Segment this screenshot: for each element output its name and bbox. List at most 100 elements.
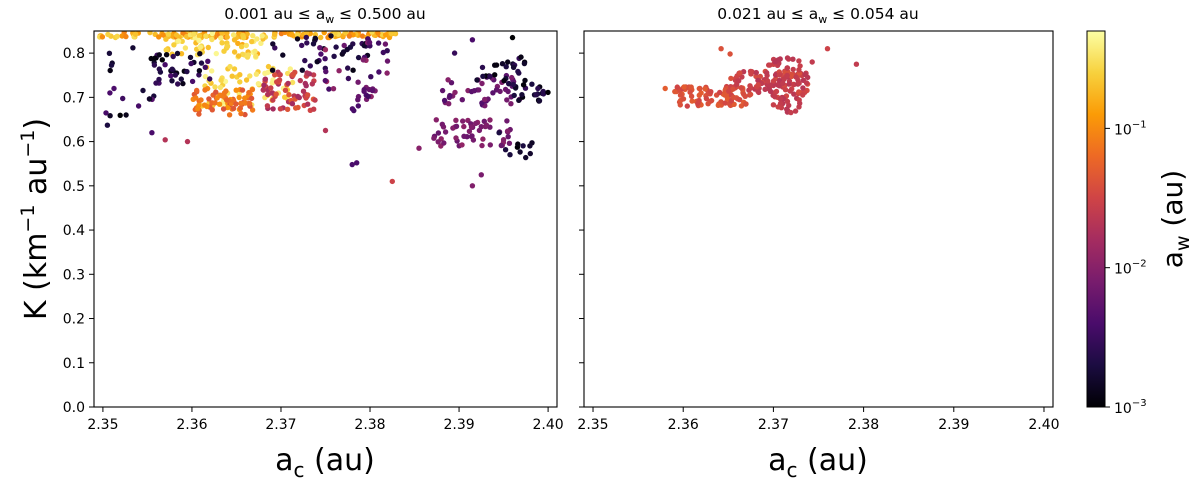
left-data-point: [336, 68, 342, 74]
left-data-point: [202, 73, 209, 80]
left-panel-points: [97, 31, 551, 189]
left-data-point: [149, 130, 155, 136]
left-data-point: [280, 52, 286, 58]
right-data-point: [767, 62, 773, 68]
left-y-tick-label: 0.1: [63, 356, 85, 372]
right-data-point: [737, 70, 743, 76]
right-data-point: [772, 59, 778, 65]
left-data-point: [500, 137, 507, 143]
left-data-point: [289, 71, 296, 78]
right-data-point: [689, 98, 695, 104]
right-data-point: [781, 76, 787, 82]
y-axis-label: K (km−1 au−1): [17, 118, 54, 320]
left-data-point: [479, 64, 486, 71]
right-data-point: [777, 96, 783, 102]
left-data-point: [184, 68, 190, 75]
right-data-point: [677, 92, 684, 98]
left-data-point: [322, 56, 328, 62]
left-data-point: [180, 80, 186, 87]
left-data-point: [323, 68, 329, 75]
right-panel: 0.021 au ≤ aw ≤ 0.054 au 2.35 2.36 2.37 2.3…: [577, 5, 1059, 433]
left-data-point: [114, 33, 120, 39]
left-data-point: [516, 97, 522, 104]
left-y-tick-label: 0.6: [63, 135, 85, 151]
left-data-point: [218, 77, 224, 83]
left-data-point: [209, 31, 215, 37]
left-data-point: [160, 32, 166, 38]
left-data-point: [223, 97, 230, 103]
right-data-point: [770, 102, 777, 108]
right-panel-x-ticks: 2.35 2.36 2.37 2.38 2.39 2.40: [577, 407, 1060, 433]
left-data-point: [520, 82, 527, 88]
left-data-point: [248, 95, 255, 102]
left-data-point: [238, 110, 244, 117]
right-x-tick-label: 2.40: [1028, 417, 1059, 433]
right-data-point: [824, 46, 831, 52]
left-data-point: [163, 36, 169, 42]
left-x-tick-label: 2.37: [265, 417, 296, 433]
right-data-point: [796, 58, 802, 64]
left-data-point: [132, 31, 139, 37]
right-data-point: [662, 85, 668, 92]
left-data-point: [205, 44, 211, 51]
left-data-point: [272, 72, 278, 78]
left-data-point: [453, 123, 460, 129]
right-data-point: [688, 93, 695, 100]
left-data-point: [304, 70, 310, 76]
left-data-point: [451, 50, 458, 56]
left-data-point: [219, 40, 225, 46]
left-x-tick-label: 2.38: [354, 417, 385, 433]
left-data-point: [246, 100, 253, 107]
left-data-point: [189, 78, 196, 85]
left-x-tick-label: 2.39: [443, 417, 474, 433]
left-data-point: [198, 97, 204, 103]
left-data-point: [303, 83, 309, 89]
left-data-point: [479, 80, 485, 87]
left-data-point: [172, 72, 179, 78]
left-data-point: [480, 136, 486, 142]
left-data-point: [439, 87, 446, 94]
colorbar: 10−3 10−2 10−1 aw (au): [1086, 30, 1194, 417]
left-data-point: [322, 127, 329, 134]
right-data-point: [776, 72, 783, 78]
left-data-point: [282, 31, 288, 36]
left-data-point: [326, 86, 332, 92]
left-data-point: [442, 129, 449, 135]
right-data-point: [722, 100, 728, 106]
left-data-point: [388, 31, 394, 36]
right-x-tick-label: 2.38: [848, 417, 879, 433]
left-data-point: [355, 79, 361, 85]
left-data-point: [476, 87, 482, 93]
right-data-point: [775, 104, 781, 110]
right-data-point: [756, 89, 762, 96]
left-data-point: [239, 87, 246, 93]
left-data-point: [487, 142, 493, 148]
left-data-point: [175, 38, 182, 44]
left-data-point: [178, 51, 185, 57]
left-data-point: [328, 33, 334, 39]
colorbar-tick-label: 10−3: [1114, 398, 1147, 417]
right-data-point: [797, 63, 803, 69]
left-data-point: [197, 44, 203, 50]
right-data-point: [728, 75, 734, 82]
right-data-point: [703, 95, 710, 102]
left-data-point: [487, 73, 493, 80]
right-data-point: [784, 65, 791, 71]
left-y-tick-label: 0.8: [63, 46, 85, 62]
left-data-point: [282, 87, 289, 94]
right-data-point: [730, 86, 736, 92]
left-data-point: [218, 35, 224, 41]
left-data-point: [219, 31, 225, 36]
left-data-point: [453, 117, 459, 124]
left-data-point: [107, 67, 113, 74]
right-panel-frame: [583, 30, 1054, 408]
left-data-point: [331, 53, 337, 59]
left-data-point: [297, 77, 303, 84]
right-data-point: [793, 74, 799, 80]
left-data-point: [498, 142, 504, 149]
left-data-point: [123, 33, 129, 40]
left-panel-y-ticks: 0.0 0.1 0.2 0.3 0.4 0.5 0.6 0.7 0.8: [63, 46, 94, 416]
left-data-point: [523, 154, 529, 161]
left-data-point: [317, 45, 323, 51]
right-data-point: [738, 85, 744, 91]
